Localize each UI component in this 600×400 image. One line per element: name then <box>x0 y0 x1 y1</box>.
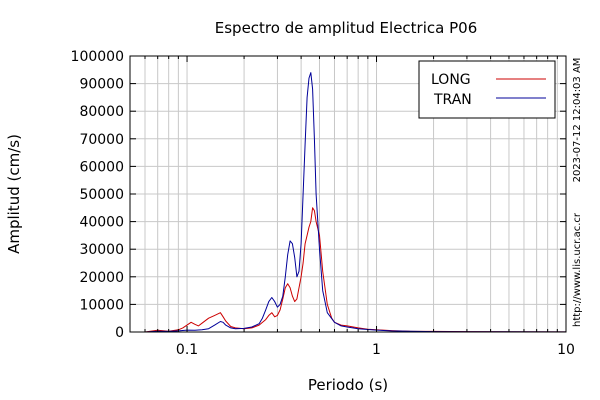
y-tick-label: 30000 <box>79 242 124 258</box>
legend-label-tran: TRAN <box>433 92 472 108</box>
legend-box <box>418 60 556 119</box>
y-tick-label: 40000 <box>79 215 124 231</box>
x-tick-label: 1 <box>372 342 381 358</box>
series-line-long <box>144 207 567 333</box>
y-tick-label: 10000 <box>79 297 124 313</box>
y-tick-label: 0 <box>115 325 124 341</box>
x-tick-label: 10 <box>557 342 575 358</box>
y-tick-label: 20000 <box>79 270 124 286</box>
x-tick-label: 0.1 <box>176 342 198 358</box>
axis-ticks: 0 10000 20000 30000 40000 50000 60000 70000 8000… <box>71 49 575 358</box>
x-axis-label: Periodo (s) <box>308 376 388 394</box>
source-url-text: http://www.lis.ucr.ac.cr <box>572 212 583 327</box>
legend: LONG TRAN <box>418 60 556 119</box>
timestamp-text: 2023-07-12 12:04:03 AM <box>572 58 583 183</box>
y-tick-label: 60000 <box>79 159 124 175</box>
y-tick-label: 100000 <box>71 49 124 65</box>
y-tick-label: 50000 <box>79 187 124 203</box>
y-tick-label: 80000 <box>79 104 124 120</box>
legend-label-long: LONG <box>431 72 471 88</box>
y-tick-label: 90000 <box>79 77 124 93</box>
chart-title: Espectro de amplitud Electrica P06 <box>215 19 478 37</box>
y-tick-label: 70000 <box>79 132 124 148</box>
series-line-tran <box>144 72 567 333</box>
series-lines <box>144 72 567 333</box>
y-axis-label: Amplitud (cm/s) <box>5 134 23 254</box>
